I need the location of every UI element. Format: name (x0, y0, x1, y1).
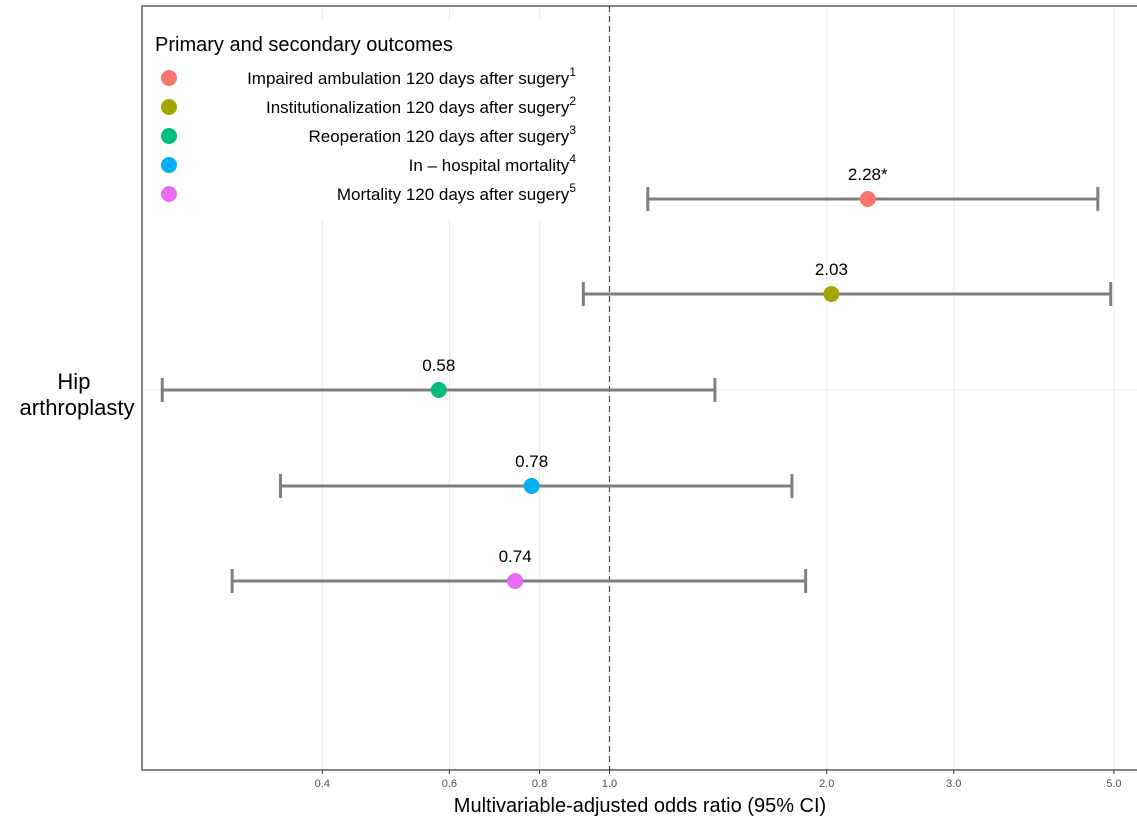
series-5: 0.74 (230, 547, 808, 593)
legend-label-text: Impaired ambulation 120 days after suger… (247, 69, 570, 88)
legend-label-text: Institutionalization 120 days after suge… (266, 98, 570, 117)
legend-superscript: 4 (569, 152, 576, 166)
legend-label: Impaired ambulation 120 days after suger… (247, 65, 576, 88)
estimate-point (823, 286, 840, 302)
legend-key (161, 99, 177, 115)
legend-superscript: 5 (569, 181, 576, 195)
legend-item-4: In – hospital mortality4 (161, 152, 576, 175)
estimate-point (507, 573, 524, 589)
x-tick-label-5.0: 5.0 (1106, 778, 1121, 790)
legend-items: Impaired ambulation 120 days after suger… (161, 65, 576, 204)
x-tick-label-1.0: 1.0 (602, 778, 617, 790)
y-category-label: Hip arthroplasty (20, 369, 135, 420)
series-4: 0.78 (278, 452, 794, 498)
legend-superscript: 2 (569, 94, 576, 108)
value-label: 2.03 (815, 260, 848, 279)
legend-key (161, 70, 177, 86)
chart-marks: 2.28* 2.03 0.58 0.78 0.74 (160, 165, 1113, 593)
legend-superscript: 1 (569, 65, 576, 79)
legend-item-2: Institutionalization 120 days after suge… (161, 94, 576, 117)
estimate-point (430, 382, 447, 398)
legend: Primary and secondary outcomes Impaired … (142, 20, 592, 220)
legend-label: Mortality 120 days after sugery5 (337, 181, 576, 204)
x-tick-label-0.6: 0.6 (442, 778, 457, 790)
series-2: 2.03 (581, 260, 1113, 306)
legend-label: Reoperation 120 days after sugery3 (308, 123, 576, 146)
legend-key (161, 128, 177, 144)
legend-item-1: Impaired ambulation 120 days after suger… (161, 65, 576, 88)
legend-title: Primary and secondary outcomes (155, 34, 453, 56)
legend-superscript: 3 (569, 123, 576, 137)
x-axis-title: Multivariable-adjusted odds ratio (95% C… (454, 795, 826, 817)
x-tick-label-0.4: 0.4 (315, 778, 330, 790)
x-tick-label-3.0: 3.0 (946, 778, 961, 790)
legend-label-text: In – hospital mortality (409, 156, 570, 175)
estimate-point (523, 478, 540, 494)
value-label: 0.78 (515, 452, 548, 471)
estimate-point (859, 191, 876, 207)
legend-label-text: Mortality 120 days after sugery (337, 185, 570, 204)
x-axis-ticks: 0.4 0.6 0.8 1.0 2.0 3.0 5.0 (315, 770, 1122, 790)
legend-label: In – hospital mortality4 (409, 152, 577, 175)
legend-item-3: Reoperation 120 days after sugery3 (161, 123, 576, 146)
series-3: 0.58 (160, 356, 717, 402)
x-tick-label-0.8: 0.8 (532, 778, 547, 790)
x-tick-label-2.0: 2.0 (819, 778, 834, 790)
panel-border (141, 5, 1137, 771)
legend-key (161, 157, 177, 173)
legend-key (161, 186, 177, 202)
y-category-line-2: arthroplasty (20, 395, 135, 420)
legend-background (142, 20, 592, 220)
value-label: 0.74 (499, 547, 532, 566)
value-label: 2.28* (848, 165, 888, 184)
legend-label-text: Reoperation 120 days after sugery (308, 127, 569, 146)
legend-label: Institutionalization 120 days after suge… (266, 94, 576, 117)
y-category-line-1: Hip (57, 369, 90, 394)
legend-item-5: Mortality 120 days after sugery5 (161, 181, 576, 204)
value-label: 0.58 (422, 356, 455, 375)
series-1: 2.28* (646, 165, 1100, 211)
